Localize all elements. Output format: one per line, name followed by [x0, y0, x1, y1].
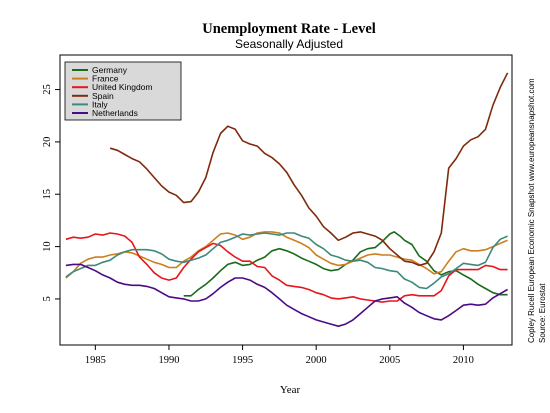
y-tick-label: 25	[42, 84, 53, 95]
series-line-italy	[65, 232, 508, 290]
legend-label: Italy	[92, 99, 108, 109]
legend-label: France	[92, 74, 119, 84]
series-line-france	[65, 231, 508, 279]
legend-label: Germany	[92, 65, 128, 75]
chart-title: Unemployment Rate - Level	[202, 21, 376, 37]
series-line-spain	[109, 72, 509, 267]
source-note: Source: Eurostat	[538, 283, 547, 343]
x-tick-label: 2000	[306, 355, 327, 366]
y-axis: 5 10 15 20 25	[42, 84, 60, 302]
x-axis-label: Year	[280, 384, 301, 396]
series-layer	[65, 72, 509, 328]
x-tick-label: 1990	[158, 355, 179, 366]
chart-subtitle: Seasonally Adjusted	[235, 37, 343, 51]
series-line-netherlands	[65, 263, 508, 328]
y-tick-label: 5	[42, 296, 53, 301]
y-tick-label: 20	[42, 137, 53, 148]
x-tick-label: 1995	[232, 355, 253, 366]
plot-frame	[59, 54, 513, 346]
legend-label: Spain	[92, 91, 114, 101]
source-credit-note: Copley Rucell European Economic Snapshot…	[527, 78, 536, 343]
legend-label: Netherlands	[92, 108, 138, 118]
legend-label: United Kingdom	[92, 82, 152, 92]
y-tick-label: 15	[42, 189, 53, 200]
x-axis: 1985 1990 1995 2000 2005 2010	[85, 345, 474, 366]
x-tick-label: 1985	[85, 355, 106, 366]
x-tick-label: 2010	[453, 355, 474, 366]
y-tick-label: 10	[42, 241, 53, 252]
x-tick-label: 2005	[379, 355, 400, 366]
legend-box	[64, 61, 182, 121]
series-line-united-kingdom	[65, 232, 508, 303]
